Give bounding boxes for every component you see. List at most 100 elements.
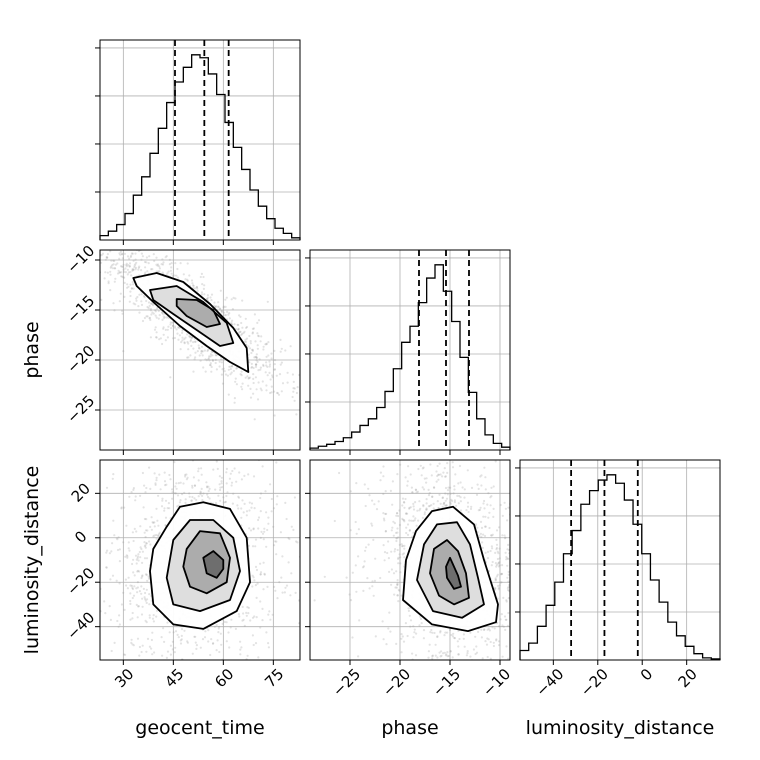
- sample-point: [225, 662, 227, 664]
- sample-point: [265, 631, 268, 634]
- sample-point: [156, 264, 159, 267]
- sample-point: [217, 627, 220, 630]
- sample-point: [148, 317, 151, 320]
- sample-point: [264, 343, 267, 346]
- sample-point: [135, 247, 137, 249]
- sample-point: [270, 391, 273, 394]
- sample-point: [169, 693, 171, 695]
- sample-point: [255, 616, 258, 619]
- sample-point: [119, 292, 122, 295]
- sample-point: [176, 276, 180, 279]
- sample-point: [95, 240, 97, 242]
- contour-geocent_time-luminosity_distance-2: [182, 530, 231, 595]
- sample-point: [409, 619, 413, 622]
- sample-point: [132, 488, 135, 491]
- sample-point: [415, 491, 418, 494]
- sample-point: [110, 265, 113, 268]
- sample-point: [179, 642, 183, 645]
- sample-point: [100, 261, 103, 264]
- sample-point: [430, 668, 432, 670]
- sample-point: [169, 653, 172, 656]
- sample-point: [168, 631, 171, 634]
- sample-point: [155, 507, 158, 510]
- sample-point: [141, 550, 144, 553]
- sample-point: [179, 499, 182, 502]
- sample-point: [161, 263, 165, 266]
- sample-point: [123, 295, 126, 298]
- sample-point: [469, 631, 472, 634]
- sample-point: [124, 271, 127, 274]
- sample-point: [507, 657, 510, 660]
- sample-point: [163, 480, 167, 483]
- sample-point: [219, 499, 222, 502]
- sample-point: [364, 504, 367, 508]
- sample-point: [259, 492, 263, 495]
- sample-point: [439, 502, 442, 505]
- sample-point: [482, 515, 485, 518]
- sample-point: [449, 486, 452, 489]
- sample-point: [247, 384, 250, 387]
- sample-point: [257, 319, 261, 322]
- sample-point: [259, 340, 262, 343]
- sample-point: [116, 619, 119, 623]
- sample-point: [273, 368, 276, 371]
- sample-point: [140, 547, 143, 551]
- sample-point: [475, 651, 479, 654]
- sample-point: [105, 256, 108, 259]
- x-axis-label-luminosity-distance: luminosity_distance: [526, 717, 715, 739]
- sample-point: [203, 636, 207, 639]
- sample-point: [129, 255, 132, 259]
- sample-point: [90, 244, 92, 246]
- sample-point: [116, 272, 120, 275]
- sample-point: [257, 335, 260, 338]
- sample-point: [500, 572, 504, 575]
- sample-point: [293, 496, 296, 499]
- sample-point: [144, 597, 147, 601]
- sample-point: [427, 656, 430, 659]
- sample-point: [136, 557, 139, 560]
- sample-point: [234, 380, 237, 383]
- sample-point: [373, 579, 376, 583]
- sample-point: [255, 359, 258, 362]
- sample-point: [279, 531, 282, 534]
- sample-point: [372, 538, 375, 542]
- sample-point: [197, 495, 200, 498]
- sample-point: [292, 387, 295, 390]
- panel-border: [99, 249, 301, 451]
- sample-point: [143, 517, 146, 521]
- sample-point: [267, 516, 270, 519]
- sample-point: [459, 500, 462, 503]
- sample-point: [396, 512, 399, 515]
- sample-point: [248, 361, 251, 364]
- sample-point: [257, 518, 260, 522]
- sample-point: [451, 692, 453, 694]
- sample-point: [129, 584, 132, 587]
- sample-point: [137, 605, 140, 608]
- sample-point: [293, 387, 296, 390]
- sample-point: [241, 326, 244, 329]
- sample-point: [405, 531, 408, 535]
- sample-point: [128, 549, 131, 552]
- sample-point: [265, 545, 268, 548]
- sample-point: [489, 549, 492, 553]
- sample-point: [131, 281, 134, 284]
- sample-point: [186, 262, 189, 265]
- sample-point: [173, 274, 176, 277]
- sample-point: [200, 473, 203, 476]
- sample-point: [163, 509, 166, 512]
- sample-point: [197, 470, 200, 473]
- sample-point: [126, 555, 129, 558]
- sample-point: [206, 294, 209, 297]
- sample-point: [399, 562, 402, 565]
- sample-point: [276, 597, 279, 600]
- histogram-geocent_time: [99, 54, 301, 240]
- sample-point: [220, 358, 223, 361]
- sample-point: [204, 630, 207, 633]
- sample-point: [416, 509, 419, 512]
- sample-point: [139, 556, 142, 559]
- sample-point: [141, 597, 144, 600]
- sample-point: [69, 559, 71, 561]
- sample-point: [203, 349, 206, 352]
- sample-point: [148, 316, 152, 319]
